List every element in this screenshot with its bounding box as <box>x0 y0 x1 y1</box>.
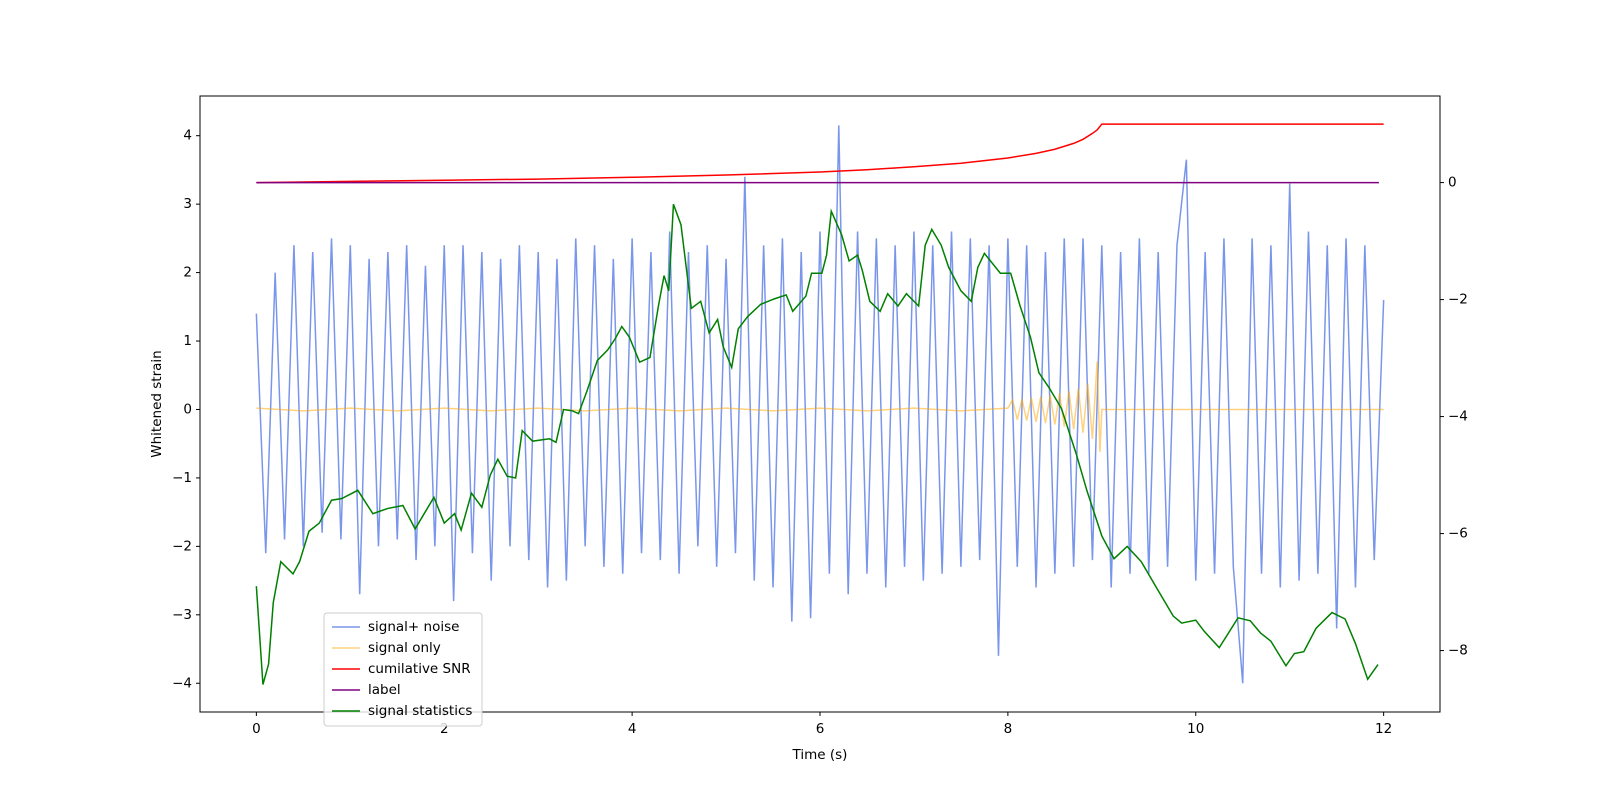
y-tick-label: 1 <box>183 333 192 349</box>
series-line <box>255 125 1385 684</box>
x-tick-label: 4 <box>628 721 637 737</box>
y-tick-label: −3 <box>172 607 192 623</box>
y2-tick-label: −2 <box>1448 292 1468 308</box>
series-line <box>255 203 1379 685</box>
legend-label: cumilative SNR <box>368 661 471 677</box>
x-tick-label: 0 <box>252 721 261 737</box>
y-tick-label: 4 <box>183 128 192 144</box>
x-tick-label: 8 <box>1004 721 1013 737</box>
y2-tick-label: −6 <box>1448 526 1468 542</box>
x-tick-label: 12 <box>1375 721 1392 737</box>
y2-tick-label: 0 <box>1448 175 1457 191</box>
legend-label: signal+ noise <box>368 619 459 635</box>
y-axis-label: Whitened strain <box>149 350 165 457</box>
x-tick-label: 10 <box>1187 721 1204 737</box>
y-tick-label: 2 <box>183 265 192 281</box>
y-tick-label: 0 <box>183 401 192 417</box>
series-line <box>256 361 1384 452</box>
x-tick-label: 6 <box>816 721 825 737</box>
series-line <box>256 123 1384 184</box>
x-axis-label: Time (s) <box>792 747 848 763</box>
legend-box <box>323 612 483 727</box>
legend-label: label <box>368 682 401 698</box>
x-tick-label: 2 <box>440 721 449 737</box>
y-tick-label: 3 <box>183 196 192 212</box>
legend-label: signal statistics <box>368 703 472 719</box>
legend-label: signal only <box>368 640 441 656</box>
y-tick-label: −2 <box>172 538 192 554</box>
y-tick-label: −1 <box>172 470 192 486</box>
y2-tick-label: −8 <box>1448 643 1468 659</box>
y-tick-label: −4 <box>172 675 192 691</box>
y2-tick-label: −4 <box>1448 409 1468 425</box>
